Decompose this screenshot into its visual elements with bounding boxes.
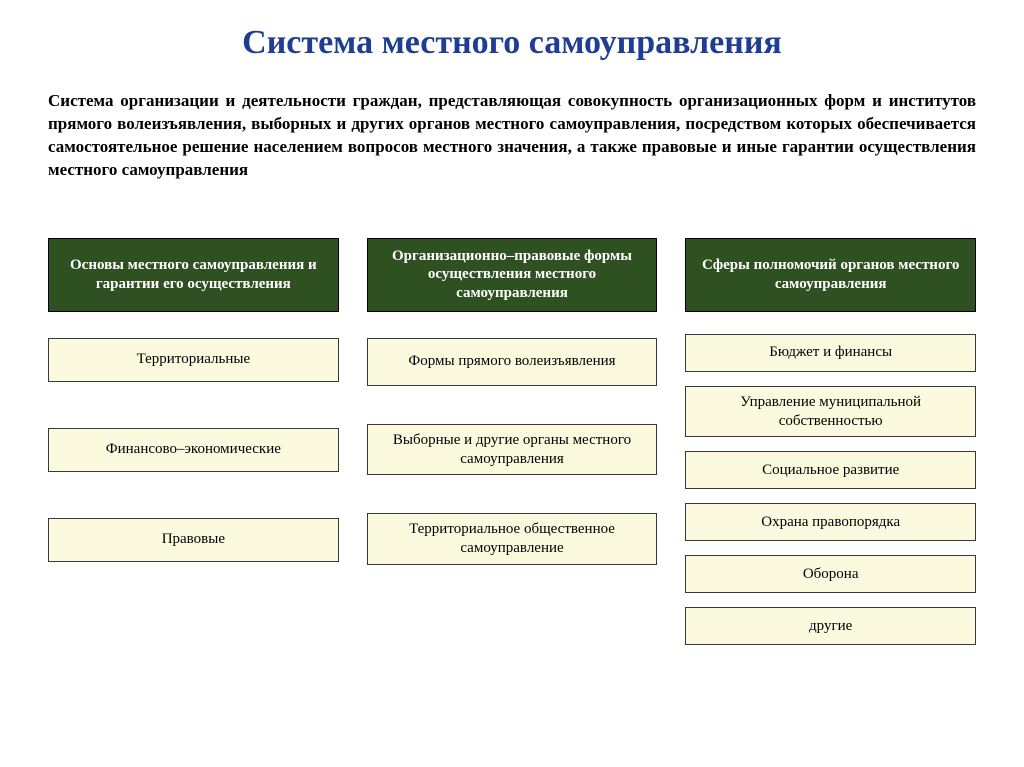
column-items-forms: Формы прямого волеизъявления Выборные и …	[367, 338, 658, 565]
column-header-foundations: Основы местного самоуправления и гаранти…	[48, 238, 339, 312]
page-title: Система местного самоуправления	[48, 24, 976, 62]
column-items-spheres: Бюджет и финансы Управление муниципально…	[685, 334, 976, 646]
item-box: другие	[685, 607, 976, 645]
column-header-forms: Организационно–правовые формы осуществле…	[367, 238, 658, 312]
item-box: Территориальное общественное самоуправле…	[367, 513, 658, 565]
item-box: Оборона	[685, 555, 976, 593]
item-box: Социальное развитие	[685, 451, 976, 489]
item-box: Бюджет и финансы	[685, 334, 976, 372]
item-box: Финансово–экономические	[48, 428, 339, 472]
item-box: Формы прямого волеизъявления	[367, 338, 658, 386]
column-forms: Организационно–правовые формы осуществле…	[367, 238, 658, 646]
item-box: Управление муниципальной собственностью	[685, 386, 976, 438]
item-box: Правовые	[48, 518, 339, 562]
description-paragraph: Система организации и деятельности гражд…	[48, 90, 976, 182]
item-box: Охрана правопорядка	[685, 503, 976, 541]
column-foundations: Основы местного самоуправления и гаранти…	[48, 238, 339, 646]
column-spheres: Сферы полномочий органов местного самоуп…	[685, 238, 976, 646]
item-box: Выборные и другие органы местного самоуп…	[367, 424, 658, 476]
item-box: Территориальные	[48, 338, 339, 382]
column-header-spheres: Сферы полномочий органов местного самоуп…	[685, 238, 976, 312]
column-items-foundations: Территориальные Финансово–экономические …	[48, 338, 339, 562]
columns-container: Основы местного самоуправления и гаранти…	[48, 238, 976, 646]
